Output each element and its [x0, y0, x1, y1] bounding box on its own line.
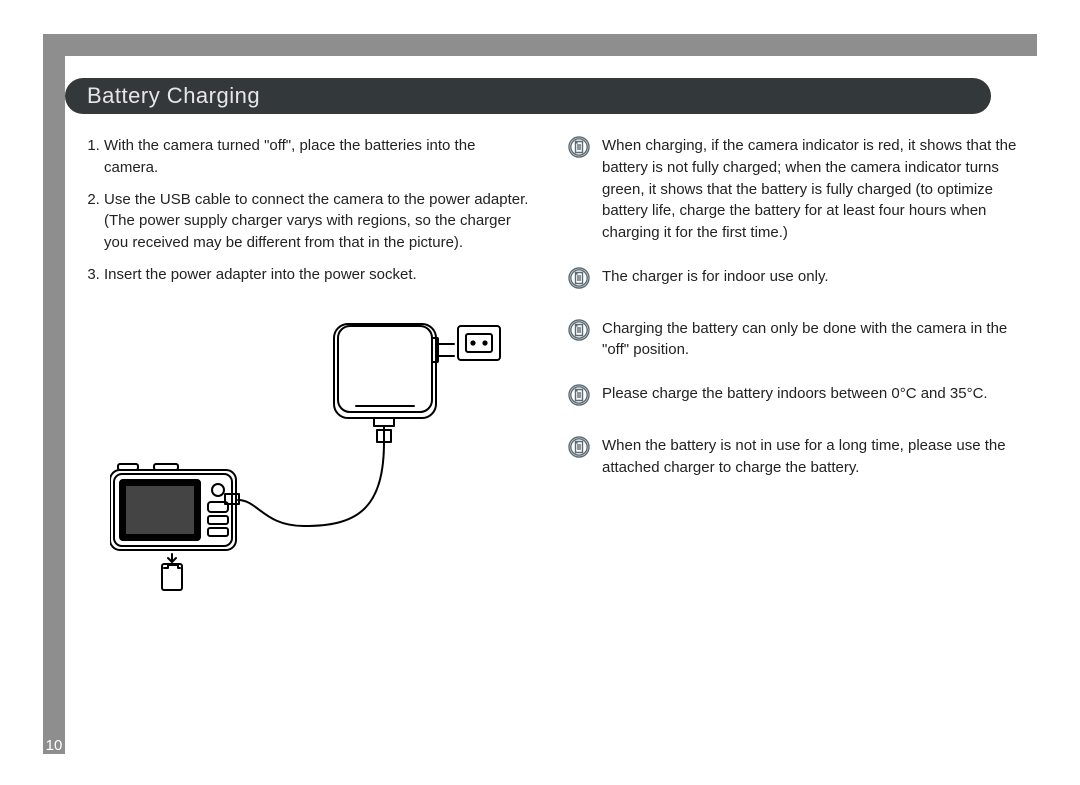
note-icon: [568, 436, 590, 465]
note-icon: [568, 384, 590, 413]
step-item: Use the USB cable to connect the camera …: [104, 189, 532, 254]
steps-list: With the camera turned "off", place the …: [80, 135, 532, 286]
side-border-bar: [43, 34, 65, 754]
manual-page: Battery Charging With the camera turned …: [0, 0, 1080, 785]
note-text: When the battery is not in use for a lon…: [602, 435, 1020, 479]
note-icon: [568, 319, 590, 348]
section-title: Battery Charging: [87, 83, 260, 109]
page-number: 10: [43, 737, 65, 754]
content-columns: With the camera turned "off", place the …: [80, 135, 1020, 617]
note-icon: [568, 136, 590, 165]
note-text: Charging the battery can only be done wi…: [602, 318, 1020, 362]
note-text: When charging, if the camera indicator i…: [602, 135, 1020, 244]
step-item: Insert the power adapter into the power …: [104, 264, 532, 286]
top-border-bar: [43, 34, 1037, 56]
note-item: Charging the battery can only be done wi…: [568, 318, 1020, 362]
charging-diagram: [110, 312, 532, 617]
section-title-pill: Battery Charging: [65, 78, 991, 114]
left-column: With the camera turned "off", place the …: [80, 135, 532, 617]
note-text: Please charge the battery indoors betwee…: [602, 383, 1020, 405]
note-text: The charger is for indoor use only.: [602, 266, 1020, 288]
step-item: With the camera turned "off", place the …: [104, 135, 532, 179]
note-item: The charger is for indoor use only.: [568, 266, 1020, 296]
note-item: Please charge the battery indoors betwee…: [568, 383, 1020, 413]
note-icon: [568, 267, 590, 296]
notes-list: When charging, if the camera indicator i…: [568, 135, 1020, 478]
note-item: When charging, if the camera indicator i…: [568, 135, 1020, 244]
right-column: When charging, if the camera indicator i…: [568, 135, 1020, 617]
camera-charger-illustration: [110, 312, 510, 612]
note-item: When the battery is not in use for a lon…: [568, 435, 1020, 479]
